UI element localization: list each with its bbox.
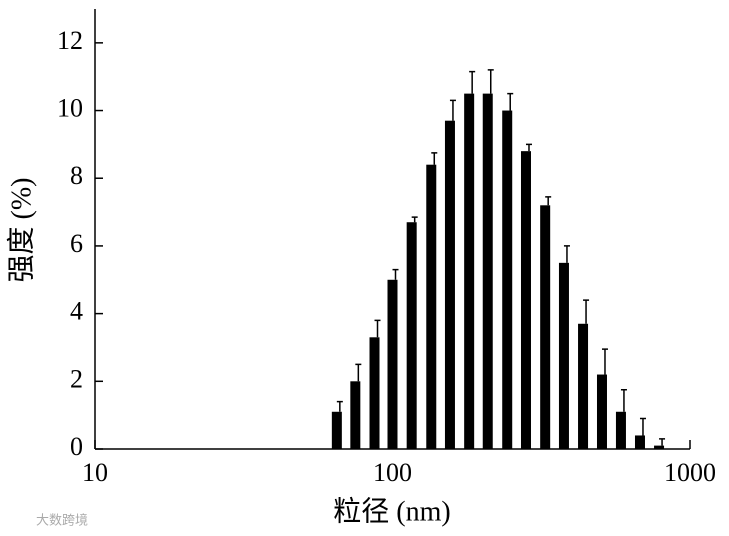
x-tick-label: 1000 (664, 458, 716, 487)
bar (387, 279, 398, 449)
error-bar (449, 99, 456, 121)
y-tick-label: 0 (70, 432, 83, 461)
bar (406, 222, 417, 449)
bar (578, 323, 589, 449)
bar (520, 151, 531, 449)
bar (596, 374, 607, 449)
error-bar (507, 92, 514, 111)
error-bar (431, 152, 438, 165)
y-tick-label: 8 (70, 161, 83, 190)
error-bar (411, 216, 418, 223)
error-bar (374, 319, 381, 338)
bar (350, 381, 361, 449)
bar (464, 93, 475, 449)
watermark: 大数跨境 (36, 514, 88, 529)
error-bar (525, 143, 532, 152)
bar (502, 110, 513, 450)
bar (615, 411, 626, 449)
bar (426, 164, 437, 449)
error-bar (659, 438, 666, 446)
error-bar (639, 417, 646, 436)
x-tick-label: 10 (82, 458, 108, 487)
error-bar (563, 245, 570, 263)
y-tick-label: 6 (70, 229, 83, 258)
y-tick-label: 12 (57, 26, 83, 55)
bar (558, 262, 569, 449)
error-bar (620, 389, 627, 412)
bar (540, 205, 551, 449)
x-tick-label: 100 (373, 458, 412, 487)
y-tick-label: 4 (70, 297, 83, 326)
bar (482, 93, 493, 449)
bar (369, 337, 380, 449)
error-bar (487, 69, 494, 94)
error-bar (336, 400, 343, 412)
bar (654, 445, 665, 449)
error-bar (583, 299, 590, 324)
y-axis-label: 强度 (%) (5, 178, 37, 283)
error-bar (355, 363, 362, 382)
error-bar (469, 70, 476, 94)
error-bar (392, 268, 399, 280)
bar (634, 435, 645, 449)
error-bar (601, 348, 608, 375)
bar (331, 411, 342, 449)
y-tick-label: 10 (57, 94, 83, 123)
y-tick-label: 2 (70, 364, 83, 393)
error-bar (545, 196, 552, 206)
bar (444, 120, 455, 449)
x-axis-label: 粒径 (nm) (333, 495, 450, 527)
